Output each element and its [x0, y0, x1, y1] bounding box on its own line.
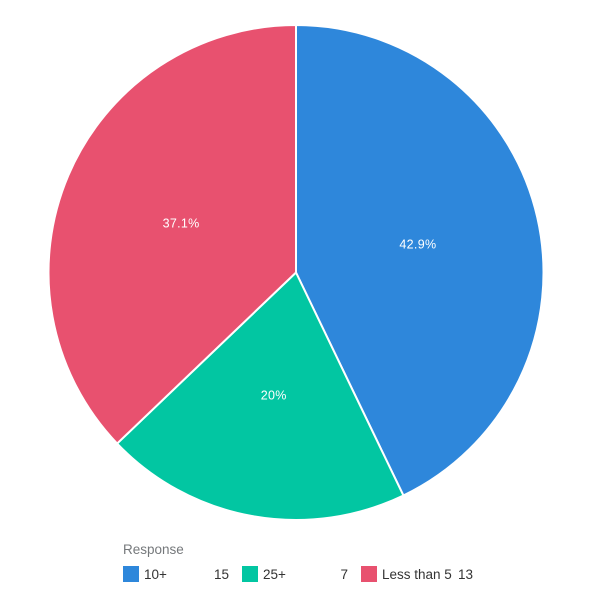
legend: Response 10+ 15 25+ 7 Less than 5 13 — [123, 541, 483, 582]
pie-slice-10-[interactable] — [295, 24, 545, 497]
slice-percent-label-25-: 20% — [261, 389, 287, 403]
legend-item-less-than-5[interactable]: Less than 5 13 — [361, 566, 473, 582]
slice-percent-label-10-: 42.9% — [399, 238, 436, 252]
legend-label-25plus: 25+ — [263, 566, 286, 582]
legend-label-10plus: 10+ — [144, 566, 167, 582]
legend-items: 10+ 15 25+ 7 Less than 5 13 — [123, 566, 483, 582]
legend-swatch-less-than-5 — [361, 566, 377, 582]
legend-value-less-than-5: 13 — [457, 566, 473, 582]
legend-swatch-10plus — [123, 566, 139, 582]
pie-chart: 42.9% 20% 37.1% — [47, 24, 545, 521]
legend-title: Response — [123, 542, 184, 557]
slice-percent-label-less-than-5: 37.1% — [163, 216, 200, 230]
legend-value-25plus: 7 — [340, 566, 348, 582]
legend-swatch-25plus — [242, 566, 258, 582]
legend-item-25plus[interactable]: 25+ 7 — [242, 566, 348, 582]
pie-slice-less-than-5[interactable] — [47, 24, 297, 445]
legend-label-less-than-5: Less than 5 — [382, 566, 452, 582]
legend-item-10plus[interactable]: 10+ 15 — [123, 566, 229, 582]
legend-value-10plus: 15 — [213, 566, 229, 582]
pie-slice-25-[interactable] — [116, 271, 405, 521]
